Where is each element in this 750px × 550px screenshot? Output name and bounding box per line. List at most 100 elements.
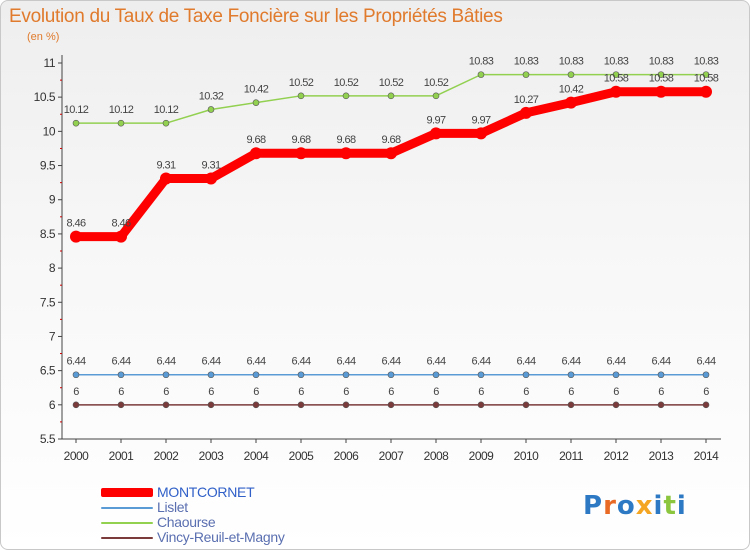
legend-swatch — [101, 506, 153, 509]
data-label: 10.42 — [244, 84, 269, 96]
data-point — [612, 401, 620, 409]
data-point — [297, 92, 305, 100]
data-point — [387, 371, 395, 379]
data-label: 9.68 — [246, 134, 265, 146]
data-label: 6 — [478, 386, 484, 398]
data-label: 6.44 — [291, 356, 310, 368]
logo-letter: i — [676, 491, 687, 521]
x-tick-label: 2011 — [559, 449, 584, 463]
data-label: 6 — [253, 386, 259, 398]
y-tick-label: 7.5 — [40, 295, 56, 309]
data-label: 8.46 — [66, 218, 85, 230]
data-point — [567, 71, 575, 78]
data-label: 6 — [658, 386, 664, 398]
data-label: 6 — [388, 386, 394, 398]
y-tick-label: 7 — [49, 329, 56, 343]
y-tick-label: 11 — [44, 56, 56, 70]
chart-unit: (en %) — [27, 31, 60, 43]
data-point — [342, 371, 350, 379]
data-point — [117, 371, 125, 379]
data-point — [700, 85, 712, 98]
data-label: 6.44 — [336, 356, 355, 368]
data-label: 6 — [163, 386, 169, 398]
data-point — [162, 119, 170, 127]
data-label: 6.44 — [381, 356, 400, 368]
data-point — [657, 401, 665, 409]
data-point — [205, 172, 217, 185]
data-label: 10.52 — [289, 77, 314, 89]
data-point — [522, 71, 530, 78]
data-point — [340, 147, 352, 160]
data-label: 10.58 — [694, 73, 719, 85]
data-label: 6.44 — [246, 356, 265, 368]
data-label: 6.44 — [426, 356, 445, 368]
data-label: 6.44 — [606, 356, 625, 368]
x-tick-label: 2013 — [649, 449, 675, 463]
data-point — [702, 401, 710, 409]
data-label: 10.52 — [334, 77, 359, 89]
x-tick-label: 2004 — [244, 449, 270, 463]
data-point — [610, 85, 622, 98]
data-point — [342, 92, 350, 100]
data-label: 10.83 — [514, 56, 539, 68]
data-point — [115, 230, 127, 243]
data-point — [250, 147, 262, 160]
data-point — [612, 71, 620, 78]
data-point — [477, 401, 485, 409]
data-point — [702, 371, 710, 379]
data-point — [657, 371, 665, 379]
data-label: 10.83 — [559, 56, 584, 68]
data-label: 10.83 — [694, 56, 719, 68]
x-tick-label: 2014 — [694, 449, 720, 463]
data-label: 6.44 — [651, 356, 670, 368]
proxiti-logo: Proxiti — [583, 491, 687, 521]
data-label: 6.44 — [516, 356, 535, 368]
data-label: 6.44 — [471, 356, 490, 368]
data-point — [655, 85, 667, 98]
data-point — [252, 401, 260, 409]
data-point — [295, 147, 307, 160]
data-point — [72, 119, 80, 127]
data-point — [522, 371, 530, 379]
data-point — [612, 371, 620, 379]
data-point — [297, 371, 305, 379]
data-label: 6 — [703, 386, 709, 398]
data-label: 10.32 — [199, 90, 224, 102]
data-label: 10.58 — [649, 73, 674, 85]
data-point — [117, 119, 125, 127]
data-label: 9.68 — [291, 134, 310, 146]
data-label: 9.68 — [336, 134, 355, 146]
y-tick-label: 6.5 — [40, 364, 56, 378]
data-label: 9.97 — [426, 114, 445, 126]
data-point — [477, 371, 485, 379]
data-point — [567, 401, 575, 409]
logo-letter: t — [663, 491, 677, 521]
data-label: 6 — [118, 386, 124, 398]
data-point — [432, 401, 440, 409]
y-tick-label: 10 — [43, 124, 56, 138]
data-point — [385, 147, 397, 160]
data-point — [565, 96, 577, 109]
legend: MONTCORNET Lislet Chaourse Vincy-Reuil-et-M… — [101, 485, 285, 545]
data-label: 6 — [613, 386, 619, 398]
chart-title: Evolution du Taux de Taxe Foncière sur l… — [9, 6, 503, 27]
data-label: 9.97 — [471, 114, 490, 126]
data-point — [387, 401, 395, 409]
data-label: 6.44 — [156, 356, 175, 368]
data-label: 6.44 — [696, 356, 715, 368]
legend-item: Vincy-Reuil-et-Magny — [101, 530, 285, 545]
data-point — [702, 71, 710, 78]
x-tick-label: 2010 — [514, 449, 540, 463]
data-label: 6.44 — [111, 356, 130, 368]
data-point — [207, 106, 215, 113]
data-label: 6 — [298, 386, 304, 398]
legend-swatch — [101, 488, 153, 497]
x-tick-label: 2007 — [379, 449, 405, 463]
legend-label: Vincy-Reuil-et-Magny — [157, 529, 285, 545]
data-point — [522, 401, 530, 409]
data-point — [207, 371, 215, 379]
legend-item: Chaourse — [101, 515, 285, 530]
data-label: 6.44 — [66, 356, 85, 368]
legend-item: MONTCORNET — [101, 485, 285, 500]
data-point — [432, 371, 440, 379]
